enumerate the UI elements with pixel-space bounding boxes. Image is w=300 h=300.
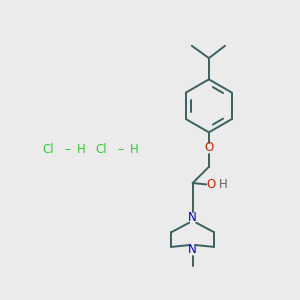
Text: H: H [129, 143, 138, 157]
Text: Cl: Cl [43, 143, 54, 157]
Text: N: N [188, 211, 197, 224]
Text: O: O [206, 178, 216, 191]
Text: H: H [76, 143, 85, 157]
Text: O: O [204, 141, 214, 154]
Text: Cl: Cl [96, 143, 107, 157]
Text: H: H [219, 178, 228, 191]
Text: –: – [117, 143, 124, 157]
Text: N: N [188, 243, 197, 256]
Text: –: – [64, 143, 71, 157]
